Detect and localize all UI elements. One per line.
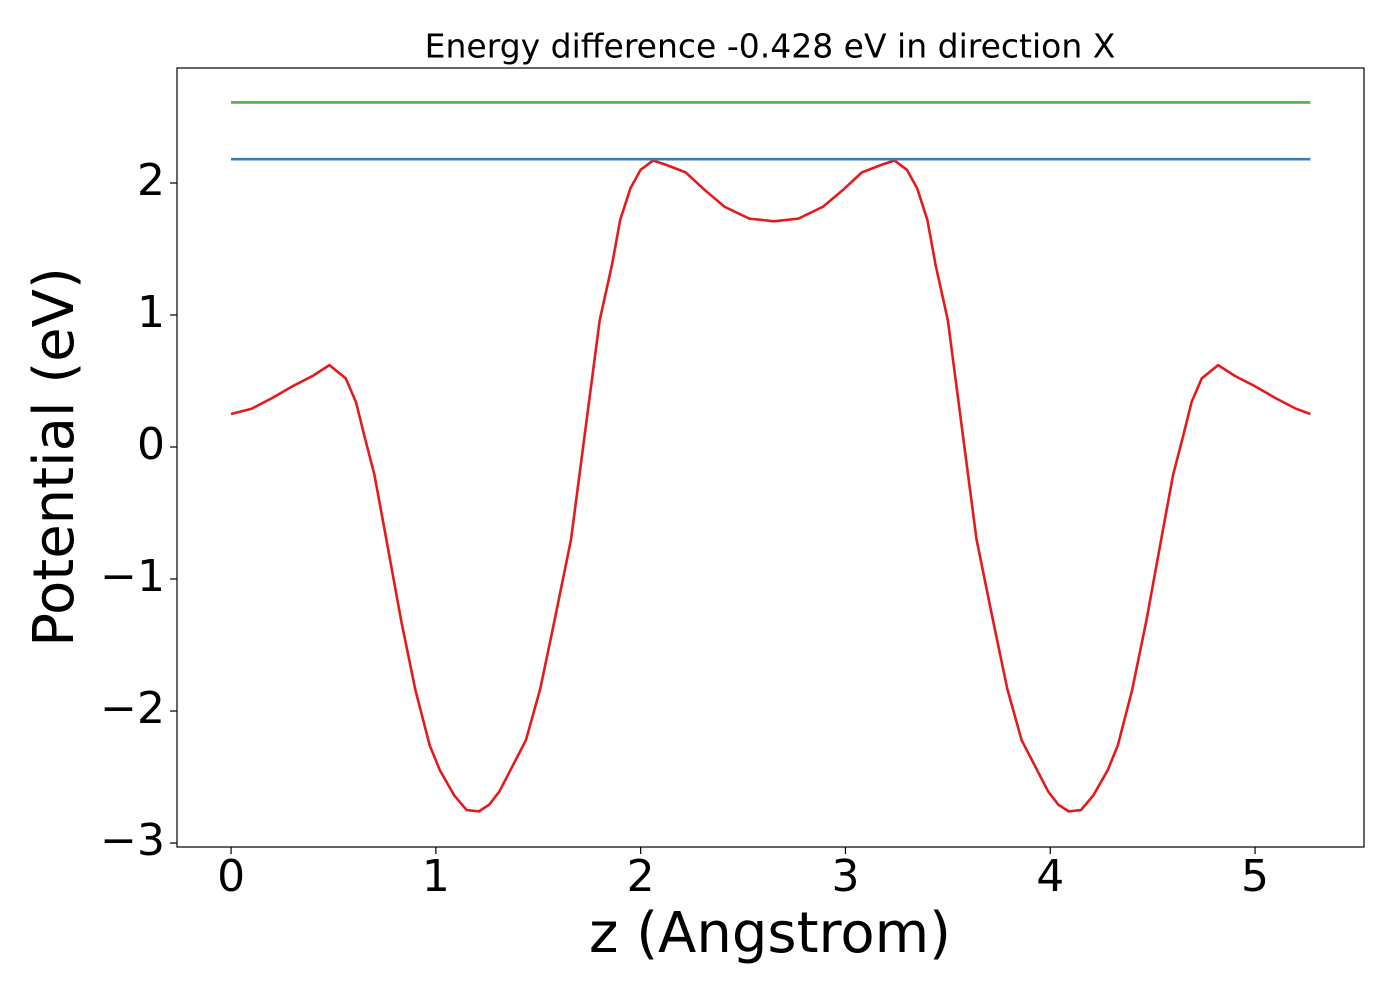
x-tick-label: 1	[422, 851, 450, 902]
y-tick-label: −1	[100, 551, 165, 602]
x-tick-label: 0	[217, 851, 245, 902]
x-tick-label: 4	[1036, 851, 1064, 902]
y-tick-label: 2	[137, 155, 165, 206]
x-axis-label: z (Angstrom)	[589, 901, 951, 966]
chart-title: Energy difference -0.428 eV in direction…	[425, 27, 1116, 66]
x-tick-label: 2	[627, 851, 655, 902]
plot-frame	[176, 67, 1365, 848]
y-tick-label: −3	[100, 815, 165, 866]
x-tick-label: 5	[1241, 851, 1269, 902]
y-tick-label: 1	[137, 287, 165, 338]
y-tick-label: 0	[137, 419, 165, 470]
y-tick-label: −2	[100, 683, 165, 734]
data-line	[230, 159, 1311, 813]
x-tick-label: 3	[831, 851, 859, 902]
y-axis-label: Potential (eV)	[22, 267, 87, 647]
